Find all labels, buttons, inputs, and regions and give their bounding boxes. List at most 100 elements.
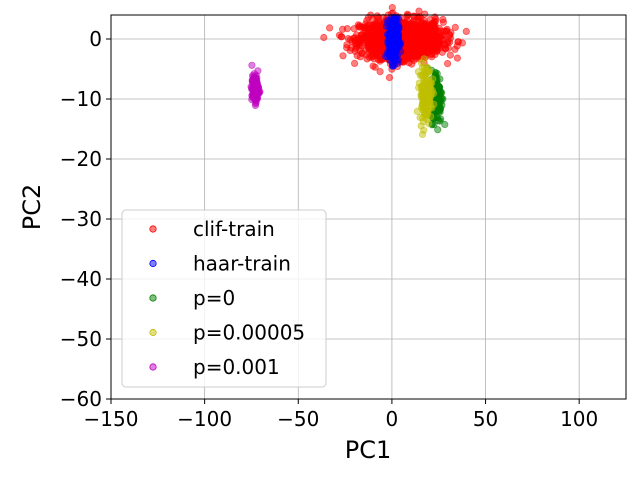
data-point	[440, 35, 448, 43]
y-tick-label: −20	[60, 147, 102, 171]
data-point	[417, 122, 425, 130]
data-point	[410, 27, 419, 35]
data-point	[422, 66, 430, 74]
data-point	[453, 54, 461, 62]
legend-label: clif-train	[193, 217, 275, 241]
data-point	[434, 117, 443, 125]
legend-marker	[149, 294, 157, 302]
legend-marker	[149, 363, 157, 371]
data-point	[391, 13, 399, 21]
y-tick-label: −30	[60, 207, 102, 231]
data-point	[421, 19, 429, 27]
data-point	[419, 35, 427, 43]
legend-marker	[149, 328, 157, 337]
data-point	[419, 99, 428, 107]
y-axis-label: PC2	[18, 184, 46, 231]
data-point	[434, 126, 442, 134]
series-p=0.00005	[413, 55, 438, 139]
data-point	[415, 7, 423, 15]
data-point	[360, 38, 368, 47]
legend-label: haar-train	[193, 252, 291, 276]
data-point	[419, 82, 428, 90]
data-point	[439, 15, 447, 24]
x-tick-label: 50	[473, 407, 498, 431]
data-point	[371, 28, 380, 36]
data-point	[361, 24, 369, 32]
series-haar-train	[382, 13, 405, 70]
axis-ticks: −150 −100 −50 0 50 100 0 −10 −20 −30 −40 −50 −60	[60, 27, 598, 431]
data-point	[425, 46, 433, 55]
data-point	[251, 101, 260, 110]
data-point	[425, 38, 434, 46]
data-point	[434, 42, 443, 50]
data-point	[436, 29, 444, 37]
legend-label: p=0.001	[193, 355, 280, 379]
data-point	[438, 48, 446, 56]
data-point	[347, 44, 355, 52]
data-point	[390, 35, 398, 43]
data-point	[453, 42, 461, 50]
data-point	[335, 31, 344, 39]
data-point	[387, 24, 395, 32]
legend-marker	[149, 225, 157, 233]
data-point	[343, 24, 351, 33]
data-point	[385, 74, 394, 82]
data-point	[370, 38, 378, 46]
data-point	[248, 61, 256, 69]
data-point	[417, 91, 425, 100]
x-tick-label: −150	[84, 407, 139, 431]
data-point	[443, 59, 452, 68]
data-point	[376, 68, 384, 76]
x-axis-label: PC1	[345, 436, 392, 464]
x-tick-label: 0	[386, 407, 399, 431]
data-point	[425, 120, 433, 128]
legend-label: p=0	[193, 286, 235, 310]
data-point	[350, 59, 359, 68]
data-point	[462, 27, 470, 35]
data-point	[366, 43, 374, 52]
data-point	[415, 51, 423, 60]
data-points	[247, 3, 470, 139]
data-point	[425, 30, 434, 38]
data-point	[403, 10, 412, 18]
data-point	[249, 76, 257, 84]
data-point	[446, 51, 454, 59]
data-point	[372, 19, 380, 27]
data-point	[320, 33, 328, 42]
data-point	[365, 53, 374, 61]
data-point	[371, 63, 379, 71]
legend-box	[121, 209, 327, 388]
data-point	[376, 36, 385, 44]
series-p=0.001	[247, 61, 264, 110]
x-tick-label: −50	[277, 407, 319, 431]
y-tick-label: −60	[60, 387, 102, 411]
legend-label: p=0.00005	[193, 321, 305, 345]
data-point	[418, 130, 427, 139]
data-point	[356, 47, 364, 55]
data-point	[325, 24, 334, 32]
plot-frame	[110, 14, 627, 400]
y-tick-label: −50	[60, 327, 102, 351]
y-tick-label: 0	[89, 27, 102, 51]
data-point	[358, 30, 367, 38]
data-point	[415, 40, 423, 48]
data-point	[429, 20, 437, 28]
legend-marker	[149, 259, 157, 268]
data-point	[443, 27, 451, 35]
data-point	[339, 52, 347, 60]
data-point	[441, 120, 449, 129]
data-point	[375, 47, 383, 55]
data-point	[418, 72, 426, 80]
data-point	[391, 45, 399, 53]
data-point	[433, 94, 442, 102]
data-point	[451, 23, 459, 31]
data-point	[351, 37, 359, 45]
x-tick-label: 100	[560, 407, 598, 431]
y-tick-label: −40	[60, 267, 102, 291]
data-point	[458, 39, 466, 47]
data-point	[425, 97, 433, 105]
x-tick-label: −100	[177, 407, 232, 431]
data-point	[404, 54, 413, 62]
legend: clif-train haar-train p=0 p=0.00005 p=0.001	[121, 209, 327, 388]
